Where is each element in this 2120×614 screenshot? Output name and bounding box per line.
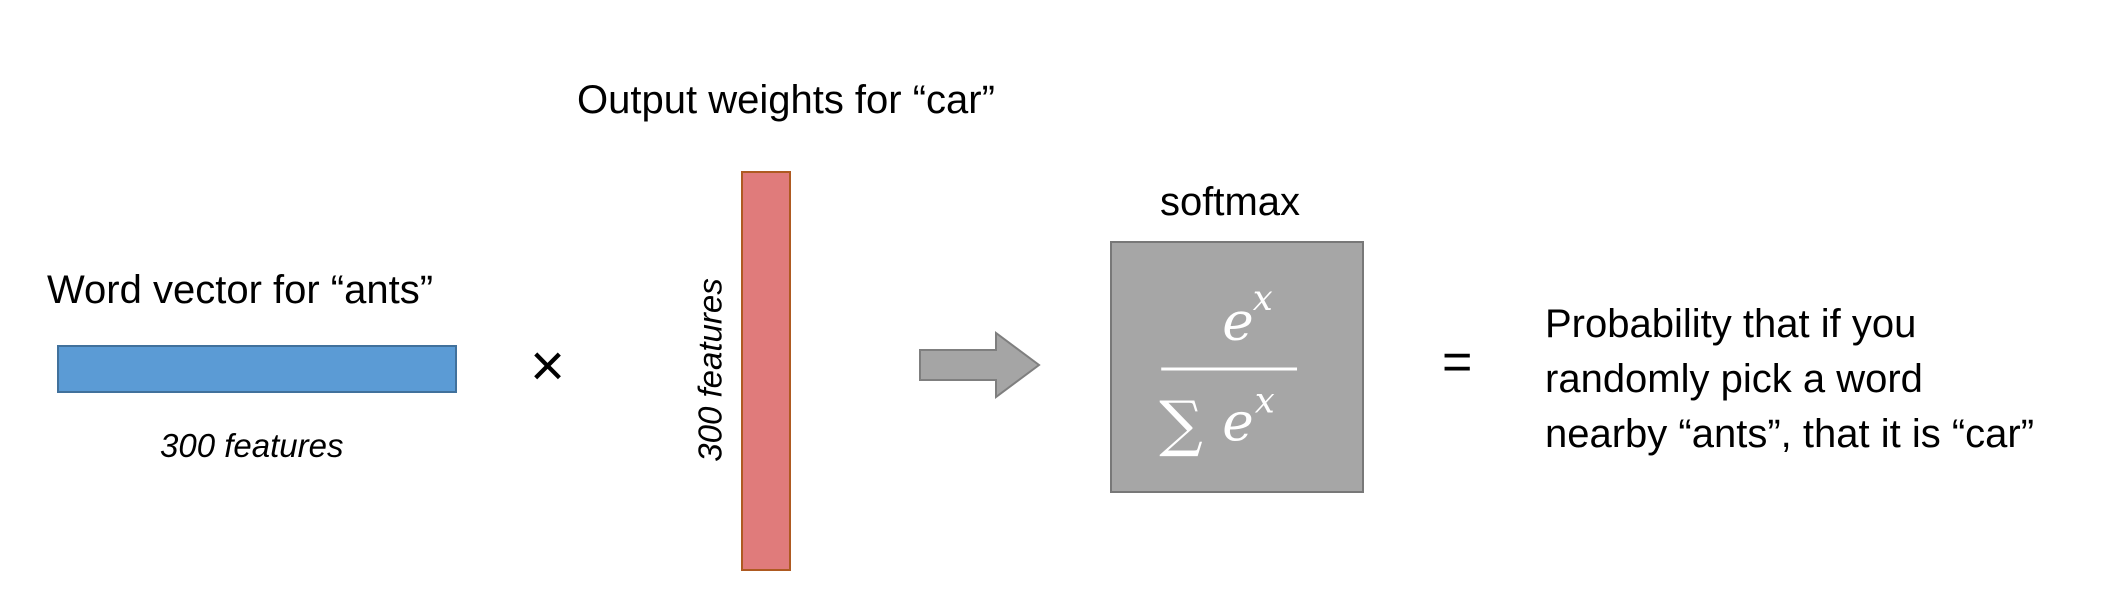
- formula-numerator: e: [1222, 290, 1253, 352]
- multiply-sign: ×: [530, 332, 566, 399]
- probability-line-2: randomly pick a word: [1545, 357, 1923, 401]
- probability-line-1: Probability that if you: [1545, 302, 1917, 346]
- probability-line-3: nearby “ants”, that it is “car”: [1545, 412, 2035, 456]
- formula-sum-sign: ∑: [1159, 389, 1203, 460]
- softmax-title: softmax: [1160, 180, 1301, 224]
- output-weights-features-label: 300 features: [691, 278, 729, 462]
- word-vector-title: Word vector for “ants”: [47, 268, 434, 312]
- word-vector-bar: [57, 345, 457, 393]
- output-weights-title: Output weights for “car”: [577, 78, 995, 122]
- arrow-shape: [919, 331, 1041, 399]
- right-arrow-icon: [919, 331, 1041, 399]
- equals-sign: =: [1442, 333, 1473, 391]
- probability-description: Probability that if you randomly pick a …: [1545, 297, 2034, 462]
- formula-denominator: e: [1222, 391, 1253, 453]
- softmax-box: e x ∑ e x: [1110, 241, 1364, 493]
- formula-numerator-exponent: x: [1253, 278, 1273, 319]
- output-weights-bar: [741, 171, 791, 571]
- formula-denominator-exponent: x: [1255, 380, 1275, 421]
- word-vector-features-label: 300 features: [160, 427, 344, 464]
- softmax-formula: e x ∑ e x: [1159, 278, 1298, 460]
